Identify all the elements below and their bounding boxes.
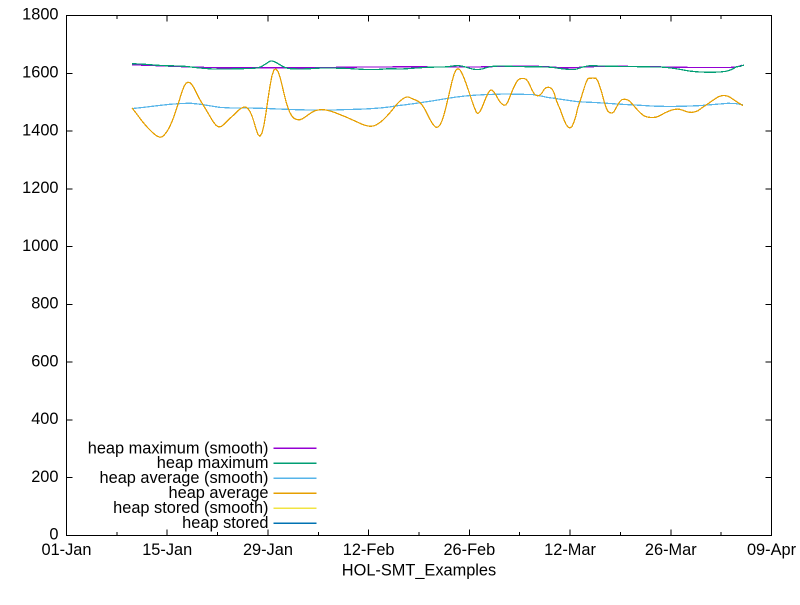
svg-text:heap average (smooth): heap average (smooth) — [100, 469, 269, 487]
svg-text:HOL-SMT_Examples: HOL-SMT_Examples — [342, 562, 496, 580]
svg-text:heap maximum (smooth): heap maximum (smooth) — [88, 439, 269, 457]
svg-text:29-Jan: 29-Jan — [243, 541, 293, 559]
svg-text:12-Feb: 12-Feb — [343, 541, 395, 559]
svg-text:1400: 1400 — [22, 121, 58, 139]
svg-text:800: 800 — [31, 295, 58, 313]
svg-text:26-Mar: 26-Mar — [645, 541, 697, 559]
svg-text:12-Mar: 12-Mar — [544, 541, 596, 559]
svg-text:1200: 1200 — [22, 179, 58, 197]
svg-text:200: 200 — [31, 468, 58, 486]
svg-text:0: 0 — [49, 526, 58, 544]
svg-text:heap stored: heap stored — [182, 514, 268, 532]
svg-text:1600: 1600 — [22, 63, 58, 81]
svg-text:09-Apr: 09-Apr — [747, 541, 797, 559]
svg-text:heap stored (smooth): heap stored (smooth) — [113, 499, 268, 517]
svg-text:heap average: heap average — [169, 484, 269, 502]
svg-text:26-Feb: 26-Feb — [443, 541, 495, 559]
svg-text:400: 400 — [31, 410, 58, 428]
svg-text:heap maximum: heap maximum — [157, 454, 269, 472]
svg-text:1000: 1000 — [22, 237, 58, 255]
svg-text:1800: 1800 — [22, 6, 58, 24]
svg-text:15-Jan: 15-Jan — [142, 541, 192, 559]
svg-text:01-Jan: 01-Jan — [42, 541, 92, 559]
svg-text:600: 600 — [31, 352, 58, 370]
